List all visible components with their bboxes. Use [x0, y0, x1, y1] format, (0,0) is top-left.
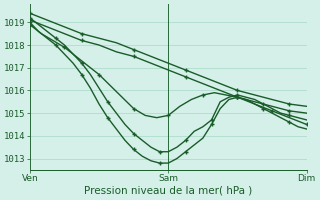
X-axis label: Pression niveau de la mer( hPa ): Pression niveau de la mer( hPa )	[84, 186, 252, 196]
